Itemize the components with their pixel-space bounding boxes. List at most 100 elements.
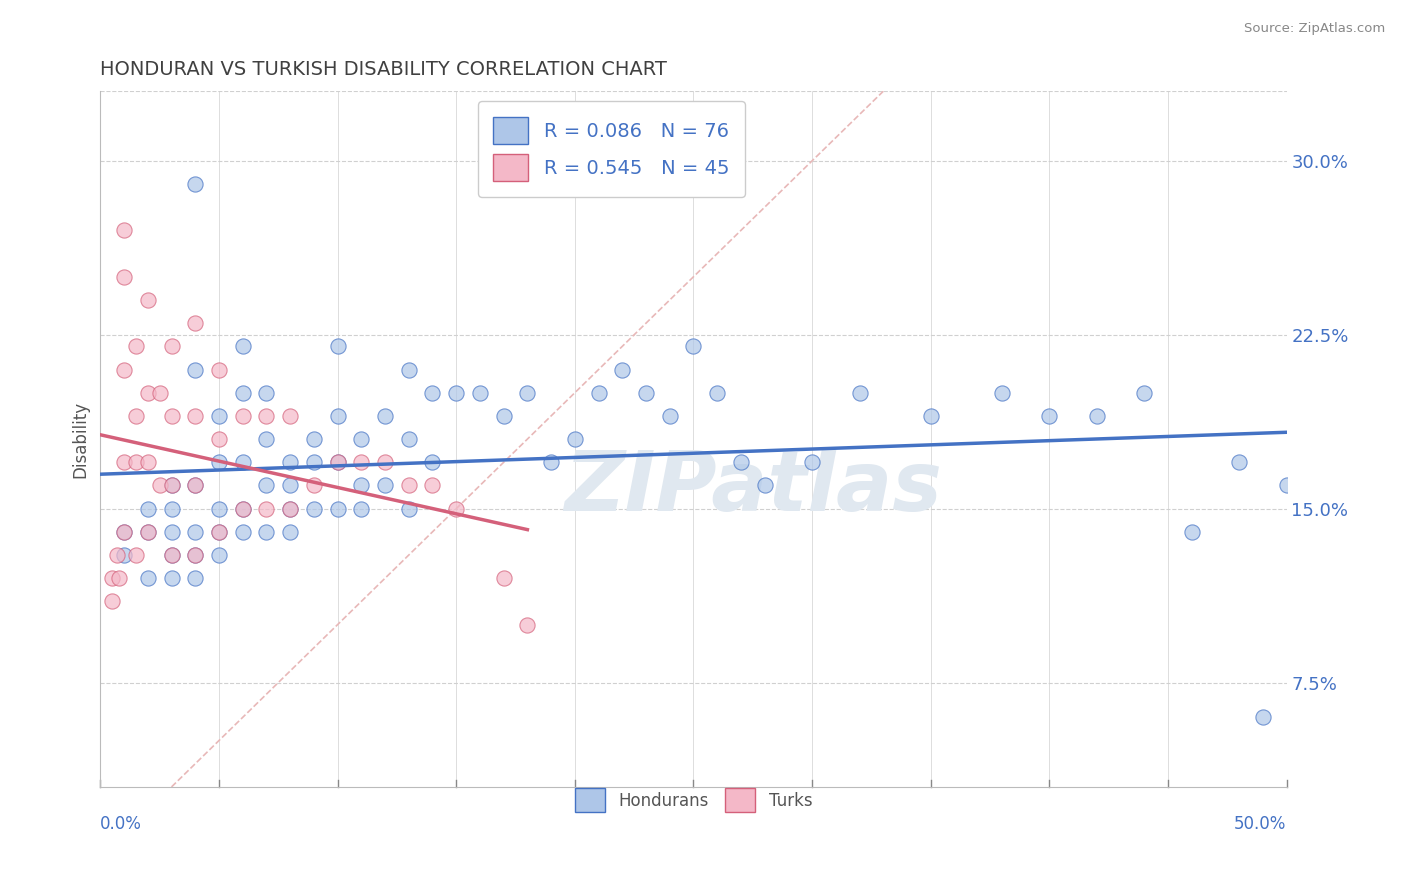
Point <box>374 409 396 423</box>
Point <box>136 524 159 539</box>
Point <box>278 455 301 469</box>
Point <box>920 409 942 423</box>
Point <box>108 571 131 585</box>
Point <box>112 269 135 284</box>
Point <box>149 385 172 400</box>
Point <box>492 409 515 423</box>
Point <box>254 478 277 492</box>
Point <box>326 339 349 353</box>
Point <box>184 362 207 376</box>
Point <box>208 524 231 539</box>
Point <box>112 455 135 469</box>
Point <box>374 455 396 469</box>
Point <box>184 409 207 423</box>
Point <box>422 455 444 469</box>
Point <box>184 316 207 330</box>
Point <box>136 385 159 400</box>
Point <box>112 524 135 539</box>
Point <box>160 524 183 539</box>
Point <box>302 501 325 516</box>
Point <box>184 548 207 562</box>
Point <box>350 501 373 516</box>
Point <box>232 385 254 400</box>
Point <box>326 409 349 423</box>
Point <box>184 571 207 585</box>
Point <box>112 362 135 376</box>
Point <box>208 409 231 423</box>
Point <box>112 524 135 539</box>
Point <box>136 524 159 539</box>
Y-axis label: Disability: Disability <box>72 401 89 477</box>
Point <box>112 223 135 237</box>
Point <box>232 501 254 516</box>
Point <box>160 571 183 585</box>
Point <box>208 548 231 562</box>
Point <box>422 478 444 492</box>
Point <box>801 455 824 469</box>
Point <box>160 548 183 562</box>
Point <box>101 571 124 585</box>
Point <box>1133 385 1156 400</box>
Point <box>658 409 681 423</box>
Point <box>208 501 231 516</box>
Point <box>398 362 420 376</box>
Point <box>254 432 277 446</box>
Text: Source: ZipAtlas.com: Source: ZipAtlas.com <box>1244 22 1385 36</box>
Point <box>112 548 135 562</box>
Point <box>136 455 159 469</box>
Point <box>232 455 254 469</box>
Point <box>136 501 159 516</box>
Point <box>588 385 610 400</box>
Point <box>326 501 349 516</box>
Point <box>254 385 277 400</box>
Point <box>160 339 183 353</box>
Point <box>540 455 562 469</box>
Point <box>278 524 301 539</box>
Point <box>232 524 254 539</box>
Point <box>232 339 254 353</box>
Point <box>160 478 183 492</box>
Point <box>302 432 325 446</box>
Point <box>105 548 128 562</box>
Point <box>208 362 231 376</box>
Point <box>374 478 396 492</box>
Point <box>1181 524 1204 539</box>
Point <box>516 617 538 632</box>
Point <box>1251 710 1274 724</box>
Point <box>149 478 172 492</box>
Text: ZIPatlas: ZIPatlas <box>564 447 942 528</box>
Point <box>991 385 1014 400</box>
Text: 0.0%: 0.0% <box>100 814 142 833</box>
Point <box>564 432 586 446</box>
Point <box>254 524 277 539</box>
Point <box>848 385 870 400</box>
Point <box>125 409 148 423</box>
Point <box>278 478 301 492</box>
Point <box>350 478 373 492</box>
Point <box>398 501 420 516</box>
Point <box>634 385 657 400</box>
Point <box>612 362 634 376</box>
Point <box>184 548 207 562</box>
Point <box>398 432 420 446</box>
Point <box>1227 455 1250 469</box>
Point <box>125 455 148 469</box>
Point <box>208 524 231 539</box>
Point <box>350 432 373 446</box>
Point <box>1038 409 1060 423</box>
Point <box>302 478 325 492</box>
Point <box>184 177 207 191</box>
Point <box>254 501 277 516</box>
Point <box>468 385 491 400</box>
Point <box>278 409 301 423</box>
Point <box>160 548 183 562</box>
Point <box>125 339 148 353</box>
Text: 50.0%: 50.0% <box>1234 814 1286 833</box>
Point <box>136 571 159 585</box>
Point <box>302 455 325 469</box>
Point <box>136 293 159 307</box>
Point <box>682 339 704 353</box>
Point <box>326 455 349 469</box>
Point <box>1275 478 1298 492</box>
Point <box>398 478 420 492</box>
